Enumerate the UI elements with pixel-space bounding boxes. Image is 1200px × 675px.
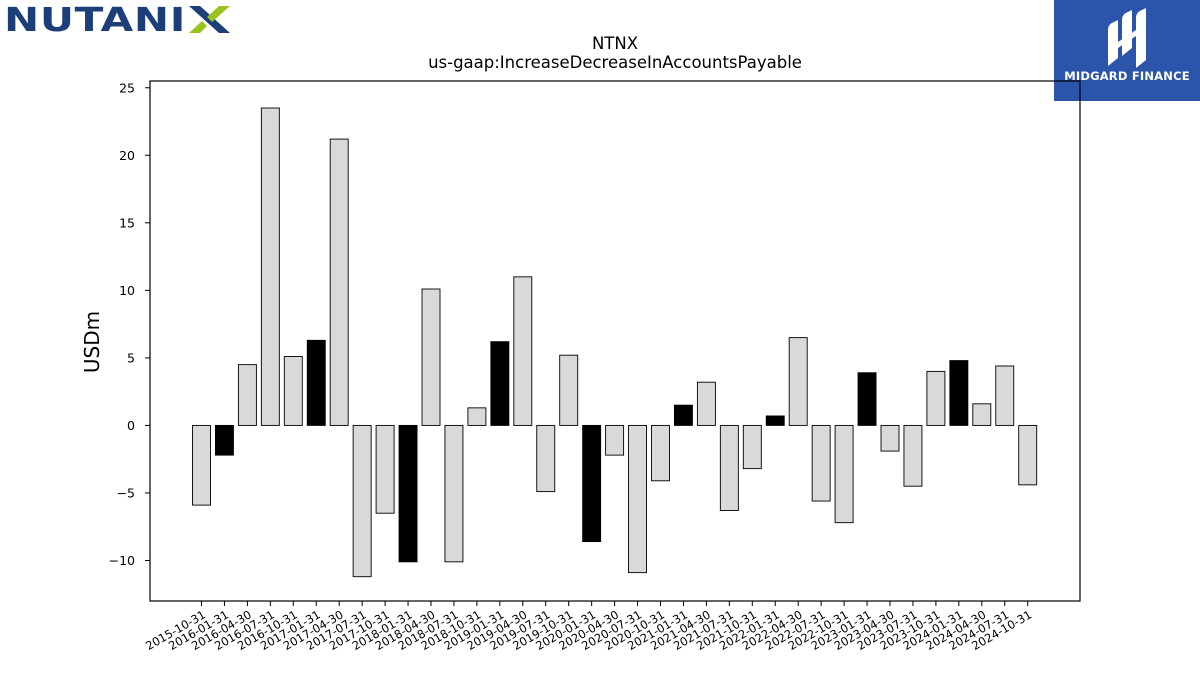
bar-2024-10-31	[1018, 424, 1038, 486]
y-axis-label: USDm	[80, 311, 104, 373]
bar-2021-01-31	[674, 404, 693, 426]
y-tick-label: 15	[119, 215, 135, 230]
bars-group	[192, 107, 1038, 578]
midgard-m-icon	[1108, 8, 1146, 68]
bar-2022-07-31	[811, 424, 831, 502]
y-tick-label: 20	[119, 148, 135, 163]
chart-subtitle: us-gaap:IncreaseDecreaseInAccountsPayabl…	[428, 53, 802, 72]
y-tick-label: 5	[127, 350, 135, 365]
bar-2024-07-31	[995, 365, 1015, 426]
nutanix-logo: NUTANI	[4, 2, 230, 36]
bar-2021-07-31	[719, 424, 739, 511]
bar-2017-10-31	[375, 424, 395, 514]
bar-2021-04-30	[696, 381, 716, 426]
bar-2020-10-31	[651, 424, 670, 482]
bar-2016-10-31	[283, 356, 303, 426]
y-axis-ticks: −10 −5 0 5 10 15 20 25	[109, 80, 150, 568]
y-tick-label: 0	[127, 418, 135, 433]
y-tick-label: −10	[109, 553, 135, 568]
bar-2023-01-31	[857, 372, 877, 426]
midgard-finance-badge: MIDGARD FINANCE	[1054, 0, 1200, 101]
bar-2017-07-31	[352, 424, 372, 578]
bar-2024-01-31	[949, 360, 969, 426]
bar-2015-10-31	[192, 424, 211, 506]
bar-2023-04-30	[880, 424, 900, 452]
bar-2021-10-31	[742, 424, 762, 470]
badge-label: MIDGARD FINANCE	[1064, 69, 1190, 83]
bar-2023-07-31	[903, 424, 923, 487]
bar-2020-01-31	[582, 424, 602, 543]
bar-2022-01-31	[765, 415, 785, 426]
bar-2017-04-30	[329, 138, 349, 426]
bar-2016-07-31	[260, 107, 280, 426]
y-tick-label: −5	[117, 485, 135, 500]
bar-2019-10-31	[559, 354, 579, 426]
bar-2018-10-31	[467, 407, 487, 426]
bar-2016-04-30	[237, 364, 257, 426]
bar-2024-04-30	[972, 403, 992, 426]
y-tick-label: 25	[119, 80, 135, 95]
plot-frame	[149, 80, 1081, 602]
bar-2019-07-31	[536, 424, 556, 493]
chart-title: NTNX	[592, 34, 638, 53]
bar-2020-07-31	[628, 424, 647, 574]
nutanix-x-mark	[189, 6, 230, 33]
bar-2022-04-30	[788, 337, 808, 426]
svg-text:NUTANI: NUTANI	[4, 2, 186, 36]
y-tick-label: 10	[119, 283, 135, 298]
bar-2020-04-30	[605, 424, 625, 456]
bar-2019-04-30	[513, 276, 533, 426]
bar-2022-10-31	[834, 424, 854, 524]
bar-2023-10-31	[926, 370, 946, 426]
bar-2018-07-31	[444, 424, 464, 563]
bar-2018-04-30	[421, 288, 441, 426]
x-axis-ticks: 2015-10-312016-01-312016-04-302016-07-31…	[143, 601, 1034, 653]
bar-2017-01-31	[306, 339, 326, 426]
bar-2019-01-31	[490, 341, 510, 426]
bar-2018-01-31	[398, 424, 418, 563]
bar-2016-01-31	[214, 424, 234, 456]
